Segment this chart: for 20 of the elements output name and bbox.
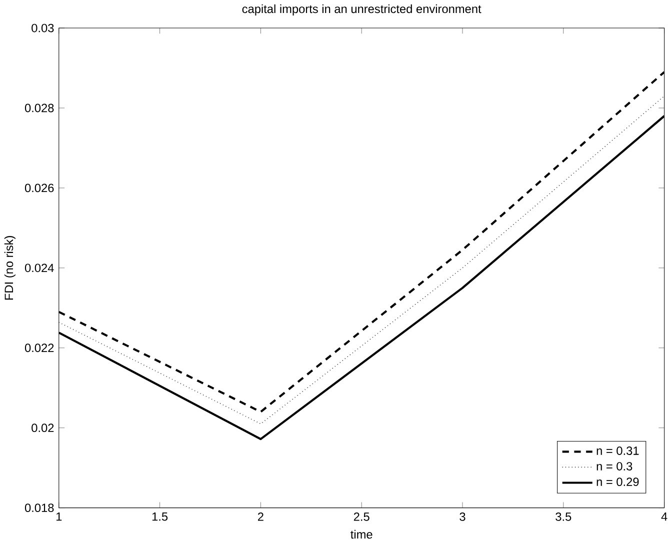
x-axis-title: time [350, 530, 372, 539]
y-tick-label: 0.022 [24, 344, 54, 352]
x-tick-label: 3 [460, 512, 466, 521]
y-axis-title: FDI (no risk) [4, 236, 16, 300]
y-tick-label: 0.024 [24, 264, 54, 272]
chart-title: capital imports in an unrestricted environment [242, 4, 482, 16]
x-tick-label: 3.5 [556, 512, 572, 521]
y-tick-label: 0.02 [32, 424, 54, 432]
y-tick-label: 0.028 [24, 104, 54, 112]
x-tick-label: 2 [258, 512, 264, 521]
x-tick-label: 4 [661, 512, 668, 521]
x-tick-label: 1.5 [152, 512, 168, 521]
y-tick-label: 0.026 [24, 184, 54, 192]
x-tick-label: 1 [56, 512, 62, 521]
y-tick-label: 0.018 [24, 504, 54, 512]
x-tick-label: 2.5 [354, 512, 370, 521]
y-tick-label: 0.03 [32, 24, 54, 32]
legend-label: n = 0.29 [596, 478, 639, 486]
legend-label: n = 0.3 [596, 462, 632, 470]
legend-label: n = 0.31 [596, 446, 639, 455]
